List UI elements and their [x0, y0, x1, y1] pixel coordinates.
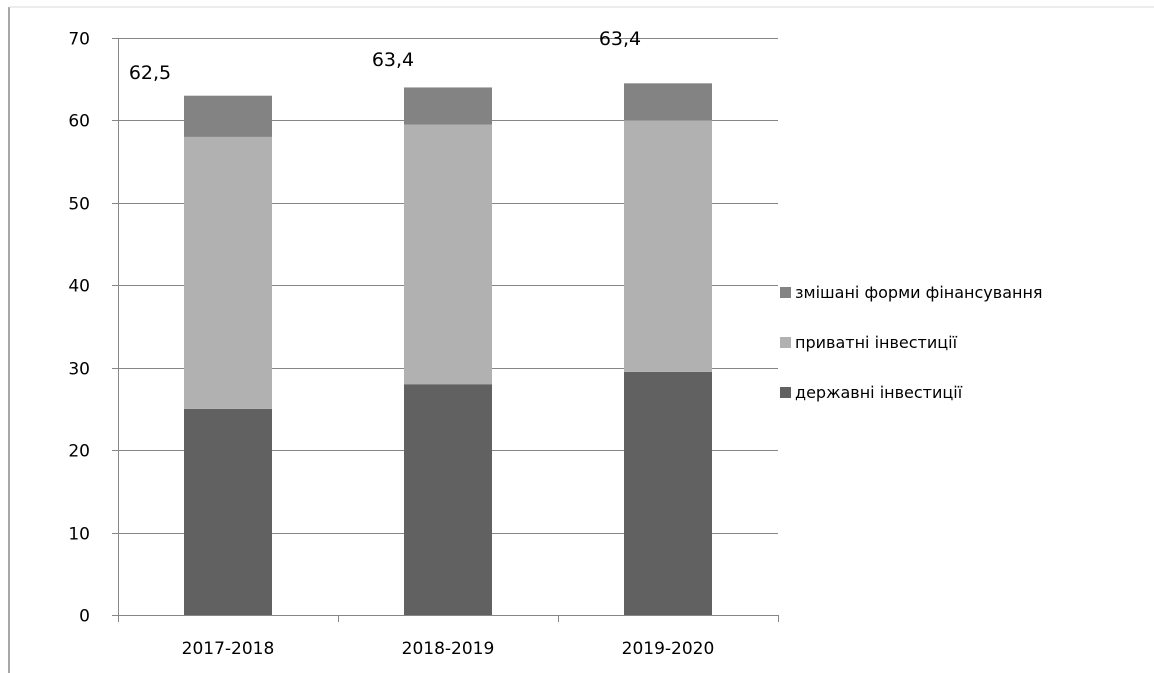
bar-segment-1-2019-2020 — [624, 371, 712, 615]
chart-border — [8, 6, 1154, 673]
bars — [184, 83, 712, 615]
axes — [112, 38, 779, 622]
y-axis-tick-labels: 0 10 20 30 40 50 60 70 — [68, 30, 90, 627]
y-tick-label-60: 60 — [68, 112, 90, 132]
y-tick-label-40: 40 — [68, 277, 90, 297]
y-tick-label-70: 70 — [68, 30, 90, 50]
data-label-2018-2019: 63,4 — [372, 49, 414, 71]
bar-segment-3-2018-2019 — [404, 87, 492, 125]
x-tick-label-2017-2018: 2017-2018 — [182, 639, 275, 659]
x-tick-label-2018-2019: 2018-2019 — [402, 639, 495, 659]
y-tick-label-20: 20 — [68, 442, 90, 462]
y-tick-label-0: 0 — [79, 607, 90, 627]
y-tick-label-10: 10 — [68, 525, 90, 545]
y-tick-label-50: 50 — [68, 195, 90, 215]
bar-segment-3-2017-2018 — [184, 95, 272, 137]
data-labels: 62,5 63,4 63,4 — [129, 28, 641, 84]
y-tick-label-30: 30 — [68, 360, 90, 380]
legend-swatch-3 — [780, 387, 791, 398]
data-label-2019-2020: 63,4 — [599, 28, 641, 50]
bar-segment-1-2017-2018 — [184, 408, 272, 615]
bar-segment-3-2019-2020 — [624, 83, 712, 121]
bar-segment-2-2019-2020 — [624, 120, 712, 372]
legend-label-1: змішані форми фінансування — [795, 283, 1043, 302]
legend-swatch-2 — [780, 337, 791, 348]
bar-segment-2-2017-2018 — [184, 136, 272, 409]
x-axis-tick-labels: 2017-2018 2018-2019 2019-2020 — [182, 639, 715, 659]
bar-segment-2-2018-2019 — [404, 124, 492, 385]
bar-segment-1-2018-2019 — [404, 384, 492, 615]
x-tick-label-2019-2020: 2019-2020 — [622, 639, 715, 659]
legend-label-3: державні інвестиції — [795, 383, 963, 402]
legend-swatch-1 — [780, 287, 791, 298]
legend-label-2: приватні інвестиції — [795, 333, 958, 352]
data-label-2017-2018: 62,5 — [129, 62, 171, 84]
legend: змішані форми фінансування приватні інвес… — [780, 283, 1043, 402]
